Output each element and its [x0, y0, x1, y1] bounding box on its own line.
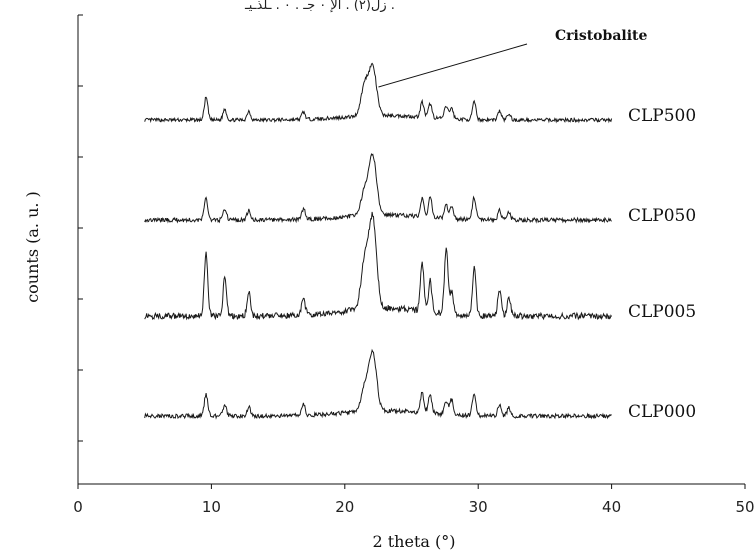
series-label-clp050: CLP050 — [628, 206, 696, 226]
x-tick-label: 20 — [335, 498, 354, 516]
top-caption: زل(٢) . الإ ٠ جـ . ٠ . ـلذـيـ . — [244, 0, 395, 13]
annotation-label: Cristobalite — [555, 28, 647, 44]
y-axis-title: counts (a. u. ) — [23, 191, 42, 303]
x-tick-label: 50 — [735, 498, 754, 516]
x-tick-label: 30 — [469, 498, 488, 516]
series-line-clp050 — [144, 153, 612, 224]
series-line-clp500 — [144, 62, 613, 124]
plot-area — [144, 62, 613, 420]
x-tick-label: 0 — [73, 498, 83, 516]
x-axis-title: 2 theta (°) — [372, 532, 455, 551]
x-tick-label: 40 — [602, 498, 621, 516]
annotation-leader-line — [378, 43, 528, 88]
series-line-clp005 — [144, 211, 613, 321]
annotation: Cristobalite — [378, 28, 647, 88]
series-labels: CLP500 CLP050 CLP005 CLP000 — [628, 106, 696, 422]
axes: 0 10 20 30 40 50 — [73, 14, 755, 516]
series-line-clp000 — [144, 348, 612, 420]
x-tick-label: 10 — [202, 498, 221, 516]
series-label-clp500: CLP500 — [628, 106, 696, 126]
series-label-clp005: CLP005 — [628, 302, 696, 322]
series-label-clp000: CLP000 — [628, 402, 696, 422]
